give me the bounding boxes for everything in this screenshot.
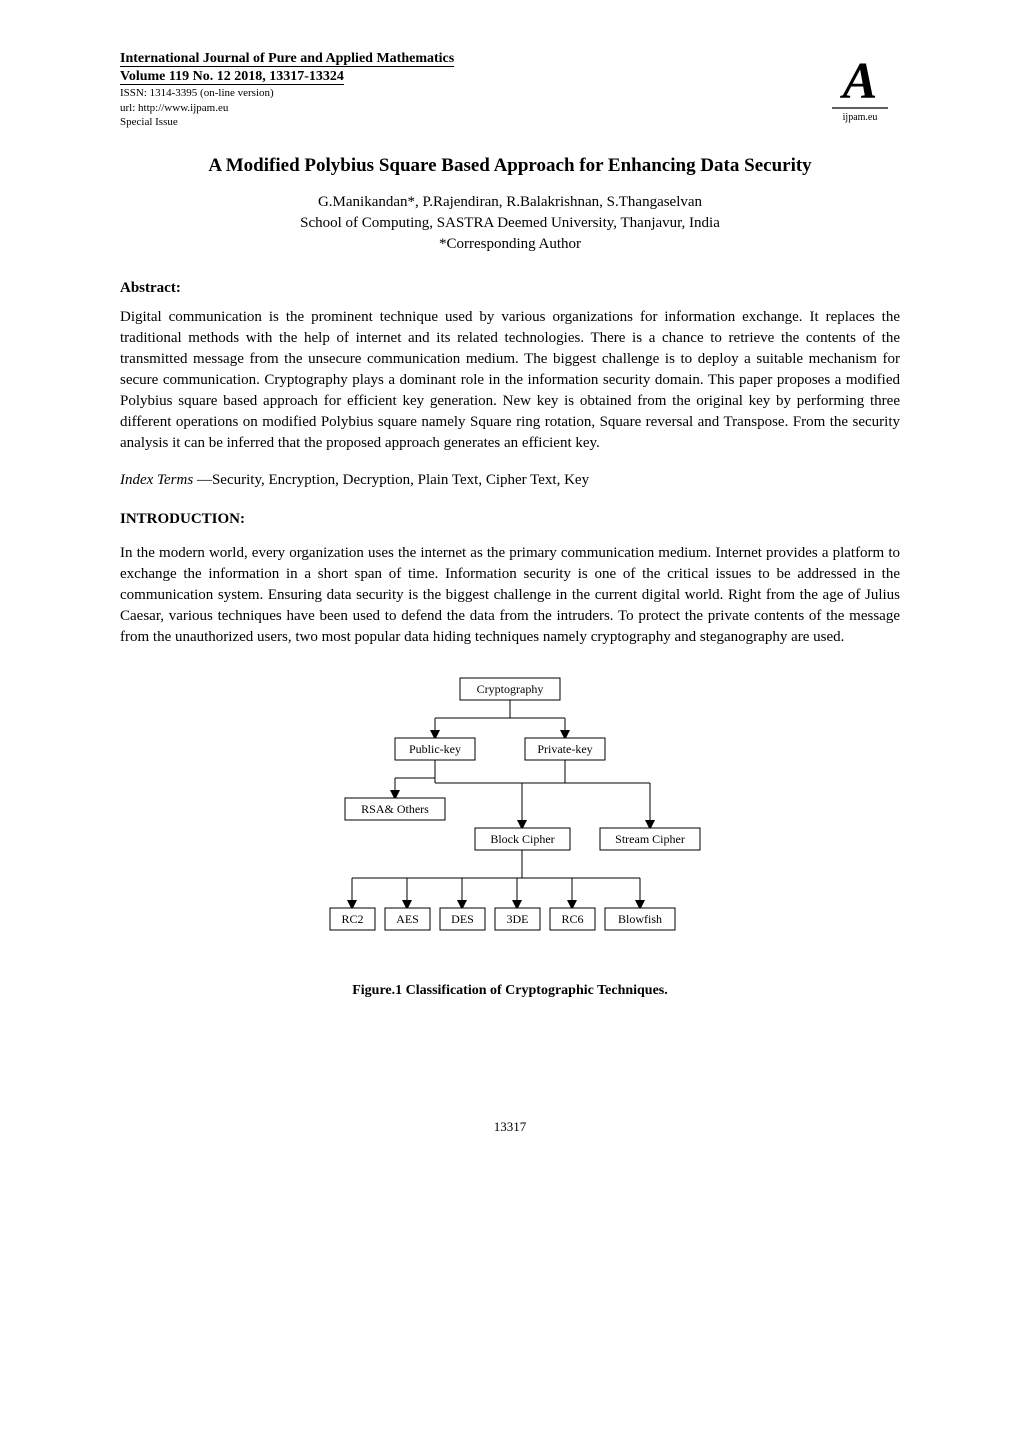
journal-header: International Journal of Pure and Applie…	[120, 50, 900, 130]
diagram-node-label-crypto: Cryptography	[477, 682, 544, 696]
journal-info: International Journal of Pure and Applie…	[120, 50, 454, 129]
diagram-node-label-stream: Stream Cipher	[615, 832, 685, 846]
diagram-node-label-aes: AES	[396, 912, 419, 926]
diagram-node-label-blow: Blowfish	[618, 912, 662, 926]
introduction-body: In the modern world, every organization …	[120, 543, 900, 648]
diagram-node-label-pub: Public-key	[409, 742, 461, 756]
authors-block: G.Manikandan*, P.Rajendiran, R.Balakrish…	[120, 192, 900, 255]
journal-url: url: http://www.ijpam.eu	[120, 101, 454, 115]
introduction-label: INTRODUCTION:	[120, 511, 900, 528]
abstract-label-text: Abstract:	[120, 280, 181, 296]
index-terms: Index Terms —Security, Encryption, Decry…	[120, 472, 900, 489]
diagram-node-label-rsa: RSA& Others	[361, 802, 429, 816]
diagram-node-label-rc2: RC2	[341, 912, 363, 926]
diagram-node-label-rc6: RC6	[561, 912, 583, 926]
journal-logo: A ijpam.eu	[820, 50, 900, 130]
page-number: 13317	[120, 1119, 900, 1135]
corresponding-author: *Corresponding Author	[120, 234, 900, 255]
diagram-node-label-block: Block Cipher	[490, 832, 554, 846]
diagram-node-label-des: DES	[451, 912, 474, 926]
diagram-node-label-3de: 3DE	[507, 912, 529, 926]
diagram-node-label-priv: Private-key	[537, 742, 592, 756]
abstract-label: Abstract:	[120, 280, 900, 297]
index-terms-body: Security, Encryption, Decryption, Plain …	[212, 472, 589, 488]
authors-names: G.Manikandan*, P.Rajendiran, R.Balakrish…	[120, 192, 900, 213]
logo-subtext: ijpam.eu	[843, 112, 878, 123]
authors-affiliation: School of Computing, SASTRA Deemed Unive…	[120, 213, 900, 234]
figure-1-caption: Figure.1 Classification of Cryptographic…	[120, 983, 900, 999]
abstract-body: Digital communication is the prominent t…	[120, 307, 900, 454]
journal-volume: Volume 119 No. 12 2018, 13317-13324	[120, 69, 344, 85]
index-terms-sep: —	[193, 472, 212, 488]
logo-letter-icon: A	[840, 53, 878, 110]
journal-title: International Journal of Pure and Applie…	[120, 51, 454, 67]
journal-issn: ISSN: 1314-3395 (on-line version)	[120, 86, 454, 100]
journal-special: Special Issue	[120, 115, 454, 129]
figure-1: Cryptography Public-key Private-key RSA& Ot…	[120, 668, 900, 999]
index-terms-label: Index Terms	[120, 472, 193, 488]
figure-1-svg: Cryptography Public-key Private-key RSA& Ot…	[300, 668, 720, 968]
paper-title: A Modified Polybius Square Based Approac…	[120, 155, 900, 177]
